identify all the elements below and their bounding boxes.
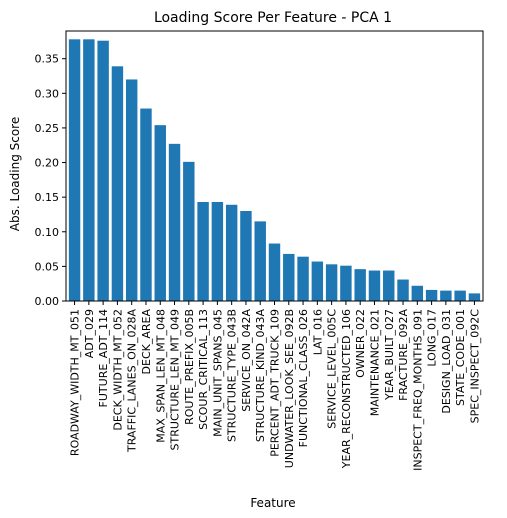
x-tick-label: SERVICE_ON_042A: [240, 309, 253, 412]
x-tick-label: ROADWAY_WIDTH_MT_051: [69, 309, 82, 456]
bar: [397, 279, 409, 301]
y-tick-label: 0.05: [35, 260, 60, 273]
y-axis-label: Abs. Loading Score: [8, 117, 22, 231]
x-tick-label: ROUTE_PREFIX_005B: [183, 309, 196, 425]
bar: [425, 289, 438, 301]
bar: [268, 243, 281, 301]
x-tick-label: STRUCTURE_KIND_043A: [254, 309, 267, 443]
bar: [283, 253, 295, 301]
x-tick-label: LAT_016: [311, 309, 324, 355]
x-tick-label: MAINTENANCE_021: [368, 309, 381, 416]
bar: [354, 269, 366, 301]
x-tick-label: TRAFFIC_LANES_ON_028A: [126, 309, 139, 453]
bar: [168, 143, 181, 301]
bar: [340, 265, 352, 301]
bar: [325, 264, 338, 301]
x-tick-label: YEAR_RECONSTRUCTED_106: [340, 309, 353, 469]
x-ticks-group: ROADWAY_WIDTH_MT_051 ADT_029 FUTURE_ADT_11…: [69, 301, 481, 471]
x-tick-label: INSPECT_FREQ_MONTHS_091: [411, 309, 424, 471]
y-tick-label: 0.30: [35, 87, 60, 100]
x-axis-label: Feature: [250, 496, 295, 510]
bar: [468, 293, 481, 301]
x-tick-label: SCOUR_CRITICAL_113: [197, 309, 210, 430]
x-tick-label: STRUCTURE_LEN_MT_049: [169, 309, 182, 450]
bar: [225, 204, 238, 301]
bar: [211, 202, 224, 301]
y-tick-label: 0.35: [35, 53, 60, 66]
bar: [83, 39, 95, 302]
x-tick-label: SPEC_INSPECT_092C: [468, 309, 481, 424]
bar: [454, 290, 466, 301]
bar: [140, 108, 152, 301]
bar: [197, 202, 209, 301]
bar: [311, 261, 324, 301]
bar: [97, 40, 109, 301]
x-tick-label: ADT_029: [83, 309, 96, 358]
bar: [383, 270, 395, 301]
x-tick-label: FRACTURE_092A: [397, 309, 410, 401]
x-tick-label: DECK_AREA: [140, 309, 153, 375]
bar: [411, 285, 424, 301]
x-tick-label: STRUCTURE_TYPE_043B: [226, 309, 239, 442]
x-tick-label: LONG_017: [426, 309, 439, 367]
y-tick-label: 0.25: [35, 122, 60, 135]
bar: [125, 79, 138, 302]
x-tick-label: FUNCTIONAL_CLASS_026: [297, 309, 310, 447]
bar: [440, 290, 452, 301]
x-tick-label: SERVICE_LEVEL_005C: [326, 309, 339, 429]
x-tick-label: PERCENT_ADT_TRUCK_109: [269, 309, 282, 457]
x-tick-label: UNDWATER_LOOK_SEE_092B: [283, 309, 296, 468]
y-tick-label: 0.20: [35, 157, 60, 170]
plot-frame: [65, 30, 484, 302]
x-tick-label: OWNER_022: [354, 309, 367, 378]
chart-title: Loading Score Per Feature - PCA 1: [154, 10, 392, 26]
bar: [240, 211, 252, 301]
bar: [154, 125, 166, 302]
x-tick-label: YEAR_BUILT_027: [383, 309, 396, 401]
y-tick-label: 0.15: [35, 191, 60, 204]
bars-group: [68, 39, 481, 302]
y-tick-label: 0.00: [35, 295, 60, 308]
x-tick-label: MAX_SPAN_LEN_MT_048: [154, 309, 167, 443]
x-tick-label: DECK_WIDTH_MT_052: [111, 309, 124, 431]
y-tick-label: 0.10: [35, 226, 60, 239]
x-tick-label: FUTURE_ADT_114: [97, 309, 110, 407]
bar: [297, 256, 309, 301]
y-ticks-group: 0.00 0.05 0.10 0.15 0.20 0.25 0.30 0.35: [35, 53, 66, 308]
bar: [68, 39, 81, 302]
x-tick-label: STATE_CODE_001: [454, 309, 467, 406]
bar: [183, 161, 195, 301]
x-tick-label: DESIGN_LOAD_031: [440, 309, 453, 414]
bar: [254, 221, 266, 301]
x-tick-label: MAIN_UNIT_SPANS_045: [211, 309, 224, 437]
bar: [368, 270, 381, 301]
bar: [111, 66, 124, 301]
